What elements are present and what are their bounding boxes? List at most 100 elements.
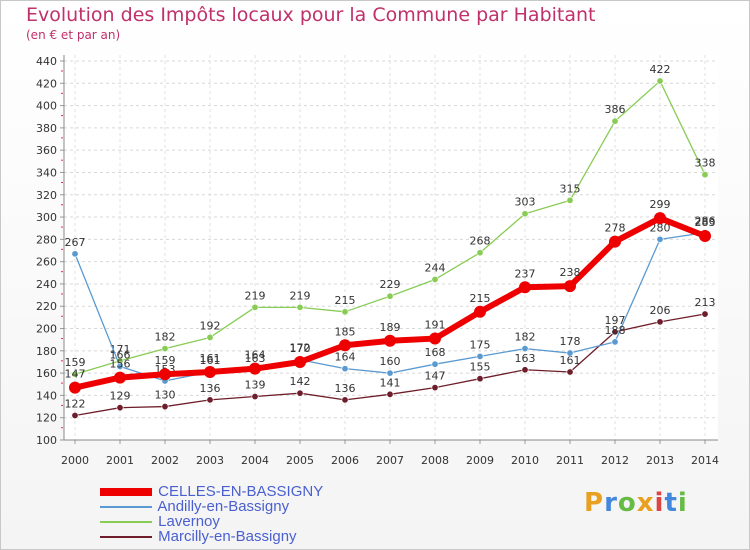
data-point [656, 318, 664, 326]
y-tick-label: 140 [36, 389, 57, 402]
data-label: 280 [650, 221, 671, 234]
data-point [431, 275, 439, 283]
data-point [656, 77, 664, 85]
data-label: 178 [560, 335, 581, 348]
data-label: 213 [695, 296, 716, 309]
data-label: 188 [605, 324, 626, 337]
data-label: 386 [605, 103, 626, 116]
y-tick-label: 280 [36, 233, 57, 246]
legend-swatch-marcilly [100, 536, 152, 539]
data-point [251, 303, 259, 311]
data-point [294, 355, 306, 368]
data-label: 182 [515, 331, 536, 344]
x-tick-label: 2012 [601, 454, 629, 467]
data-label: 215 [470, 292, 491, 305]
data-label: 136 [335, 382, 356, 395]
x-tick-label: 2001 [106, 454, 134, 467]
data-point [206, 333, 214, 341]
data-label: 238 [560, 266, 581, 279]
chart-title: Evolution des Impôts locaux pour la Comm… [26, 4, 596, 26]
data-label: 147 [425, 370, 446, 383]
data-point [429, 332, 441, 345]
data-point [114, 371, 126, 384]
data-point [611, 338, 619, 346]
data-point [161, 403, 169, 411]
data-point [71, 370, 79, 378]
y-tick-label: 360 [36, 144, 57, 157]
data-label: 229 [380, 278, 401, 291]
data-label: 191 [425, 319, 446, 332]
data-point [654, 212, 666, 225]
data-label: 197 [605, 314, 626, 327]
x-tick-label: 2014 [691, 454, 719, 467]
legend-item-marcilly[interactable]: Marcilly-en-Bassigny [100, 529, 323, 544]
data-point [701, 310, 709, 318]
data-point [71, 250, 79, 258]
data-point [519, 281, 531, 294]
y-tick-label: 100 [36, 434, 57, 447]
y-tick-label: 160 [36, 367, 57, 380]
data-point [161, 345, 169, 353]
x-tick-label: 2011 [556, 454, 584, 467]
brand-letter: r [604, 488, 618, 518]
data-point [431, 384, 439, 392]
data-label: 283 [695, 216, 716, 229]
data-point [609, 235, 621, 248]
data-label: 139 [245, 379, 266, 392]
data-label: 130 [155, 389, 176, 402]
data-label: 164 [335, 351, 356, 364]
x-tick-label: 2004 [241, 454, 269, 467]
y-tick-label: 420 [36, 77, 57, 90]
data-point [386, 292, 394, 300]
legend-item-celles[interactable]: CELLES-EN-BASSIGNY [100, 484, 323, 499]
data-label: 147 [65, 368, 86, 381]
y-tick-label: 180 [36, 345, 57, 358]
data-label: 303 [515, 196, 536, 209]
data-point [386, 390, 394, 398]
data-point [71, 411, 79, 419]
data-point [204, 366, 216, 379]
data-label: 163 [515, 352, 536, 365]
data-point [339, 339, 351, 352]
x-tick-label: 2000 [61, 454, 89, 467]
data-point [521, 210, 529, 218]
data-point [386, 369, 394, 377]
data-point [476, 352, 484, 360]
data-point [474, 305, 486, 318]
data-point [159, 368, 171, 381]
data-label: 170 [290, 342, 311, 355]
data-label: 278 [605, 222, 626, 235]
data-point [566, 196, 574, 204]
legend-swatch-lavernoy [100, 521, 152, 524]
data-point [699, 230, 711, 243]
data-label: 160 [380, 355, 401, 368]
legend-item-andilly[interactable]: Andilly-en-Bassigny [100, 499, 323, 514]
data-label: 159 [65, 356, 86, 369]
legend-item-lavernoy[interactable]: Lavernoy [100, 514, 323, 529]
data-label: 206 [650, 304, 671, 317]
data-point [251, 393, 259, 401]
brand-letter: i [677, 488, 688, 518]
data-point [701, 171, 709, 179]
data-label: 219 [290, 289, 311, 302]
data-label: 172 [290, 342, 311, 355]
data-label: 168 [425, 346, 446, 359]
brand-letter: P [584, 488, 605, 518]
data-label: 175 [470, 338, 491, 351]
chart-subtitle: (en € et par an) [26, 28, 121, 42]
y-tick-label: 400 [36, 100, 57, 113]
y-tick-label: 440 [36, 55, 57, 68]
data-label: 136 [200, 382, 221, 395]
data-label: 286 [695, 215, 716, 228]
x-tick-label: 2003 [196, 454, 224, 467]
data-point [206, 396, 214, 404]
data-label: 129 [110, 390, 131, 403]
data-point [566, 368, 574, 376]
data-label: 182 [155, 331, 176, 344]
data-label: 156 [110, 358, 131, 371]
x-tick-label: 2002 [151, 454, 179, 467]
data-label: 141 [380, 376, 401, 389]
data-label: 122 [65, 397, 86, 410]
data-label: 219 [245, 289, 266, 302]
